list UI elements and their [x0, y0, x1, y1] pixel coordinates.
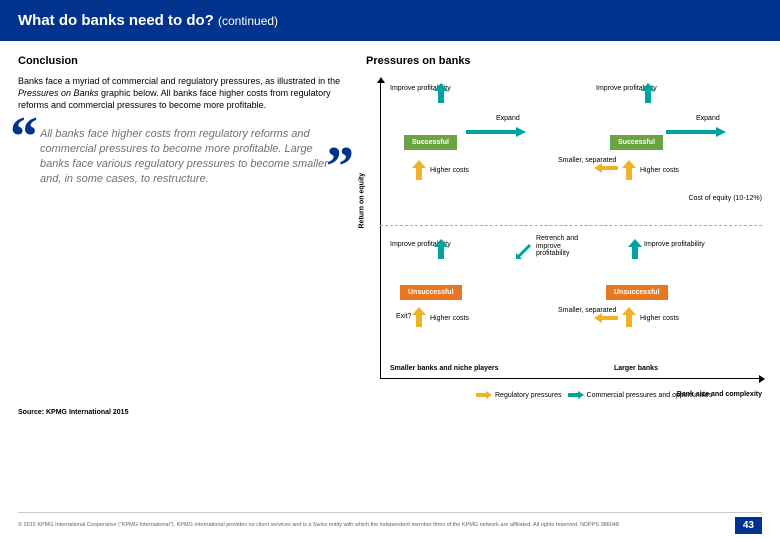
smaller-sep-b: Smaller, separated: [558, 307, 616, 315]
page-footer: © 2015 KPMG International Cooperative ("…: [18, 512, 762, 534]
content-area: Conclusion Banks face a myriad of commer…: [0, 41, 780, 405]
smaller-banks-label: Smaller banks and niche players: [390, 365, 499, 373]
copyright-text: © 2015 KPMG International Cooperative ("…: [18, 522, 619, 528]
arrow-up-icon: [622, 160, 636, 180]
higher-costs-ur: Higher costs: [640, 167, 679, 175]
unsuccessful-box-right: Unsuccessful: [606, 285, 668, 300]
pressures-title: Pressures on banks: [366, 55, 762, 67]
exit-label: Exit?: [396, 313, 412, 321]
expand-left: Expand: [496, 115, 520, 123]
x-axis-arrow-icon: [759, 375, 765, 383]
arrow-right-icon: [476, 391, 492, 399]
retrench-label: Retrench and improve profitability: [536, 235, 581, 258]
arrow-up-icon: [434, 239, 448, 259]
y-axis-label: Return on equity: [359, 173, 366, 229]
arrow-up-icon: [641, 83, 655, 103]
legend-reg: Regulatory pressures: [476, 391, 562, 399]
right-column: Pressures on banks Return on equity Bank…: [366, 55, 762, 405]
legend-comm: Commercial pressures and opportunities: [568, 391, 713, 399]
arrow-diag-icon: [516, 241, 534, 259]
arrow-up-icon: [622, 307, 636, 327]
improve-label-mr: Improve profitability: [644, 241, 705, 249]
source-text: Source: KPMG International 2015: [18, 409, 780, 416]
pressures-diagram: Return on equity Bank size and complexit…: [366, 75, 762, 405]
arrow-up-icon: [412, 160, 426, 180]
cost-equity-label: Cost of equity (10-12%): [688, 195, 762, 203]
smaller-sep-u: Smaller, separated: [558, 157, 616, 165]
arrow-right-icon: [466, 127, 526, 137]
quote-close-icon: ”: [326, 139, 354, 195]
page-number: 43: [735, 517, 762, 534]
cost-equity-line: [380, 225, 762, 226]
arrow-up-icon: [628, 239, 642, 259]
arrow-right-icon: [568, 391, 584, 399]
conclusion-title: Conclusion: [18, 55, 348, 67]
successful-box-left: Successful: [404, 135, 457, 150]
pull-quote: “ All banks face higher costs from regul…: [18, 127, 348, 186]
legend: Regulatory pressures Commercial pressure…: [476, 391, 712, 399]
header-continued: (continued): [218, 14, 278, 28]
quote-open-icon: “: [10, 109, 38, 165]
y-axis-arrow-icon: [377, 77, 385, 83]
higher-costs-bl: Higher costs: [430, 315, 469, 323]
y-axis: [380, 81, 381, 379]
larger-banks-label: Larger banks: [614, 365, 658, 373]
intro-text: Banks face a myriad of commercial and re…: [18, 75, 348, 111]
page-header: What do banks need to do? (continued): [0, 0, 780, 41]
unsuccessful-box-left: Unsuccessful: [400, 285, 462, 300]
left-column: Conclusion Banks face a myriad of commer…: [18, 55, 348, 405]
arrow-up-icon: [412, 307, 426, 327]
arrow-right-icon: [666, 127, 726, 137]
x-axis: [380, 378, 762, 379]
header-title: What do banks need to do?: [18, 12, 214, 29]
higher-costs-ul: Higher costs: [430, 167, 469, 175]
expand-right: Expand: [696, 115, 720, 123]
arrow-up-icon: [434, 83, 448, 103]
successful-box-right: Successful: [610, 135, 663, 150]
higher-costs-br: Higher costs: [640, 315, 679, 323]
quote-text: All banks face higher costs from regulat…: [40, 127, 338, 186]
